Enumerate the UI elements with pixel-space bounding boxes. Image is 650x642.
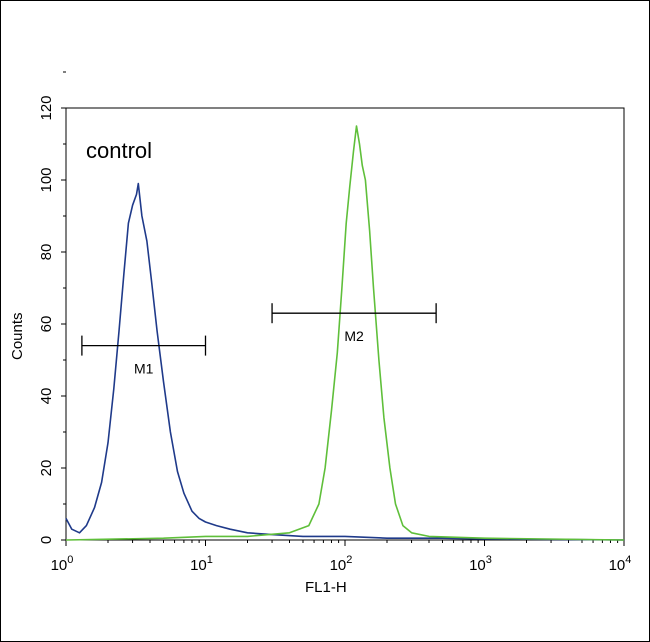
y-tick-label: 80 — [38, 244, 55, 261]
y-tick-label: 40 — [38, 388, 55, 405]
x-axis-title: FL1-H — [305, 579, 347, 596]
y-tick-label: 120 — [38, 95, 55, 120]
x-tick-label: 100 — [51, 554, 74, 574]
marker-label-m1: M1 — [134, 361, 154, 377]
y-tick-label: 0 — [38, 536, 55, 544]
y-tick-label: 60 — [38, 316, 55, 333]
series-line-2 — [65, 125, 625, 541]
annotation-label: control — [86, 138, 152, 163]
x-tick-label: 104 — [609, 554, 632, 574]
gate-markers: M1 M2 — [81, 303, 437, 377]
x-tick-label: 101 — [190, 554, 213, 574]
series-group — [65, 125, 625, 541]
series-line-1 — [65, 182, 625, 541]
x-tick-label: 102 — [330, 554, 353, 574]
marker-label-m2: M2 — [344, 328, 364, 344]
plot-area — [65, 107, 625, 541]
y-tick-label: 20 — [38, 460, 55, 477]
y-axis-title: Counts — [9, 312, 26, 360]
y-axis-ticks: 0 20 40 60 80 100 120 — [38, 71, 66, 544]
x-tick-label: 103 — [469, 554, 492, 574]
y-tick-label: 100 — [38, 167, 55, 192]
x-axis-ticks: 100 101 102 103 104 — [51, 540, 632, 574]
